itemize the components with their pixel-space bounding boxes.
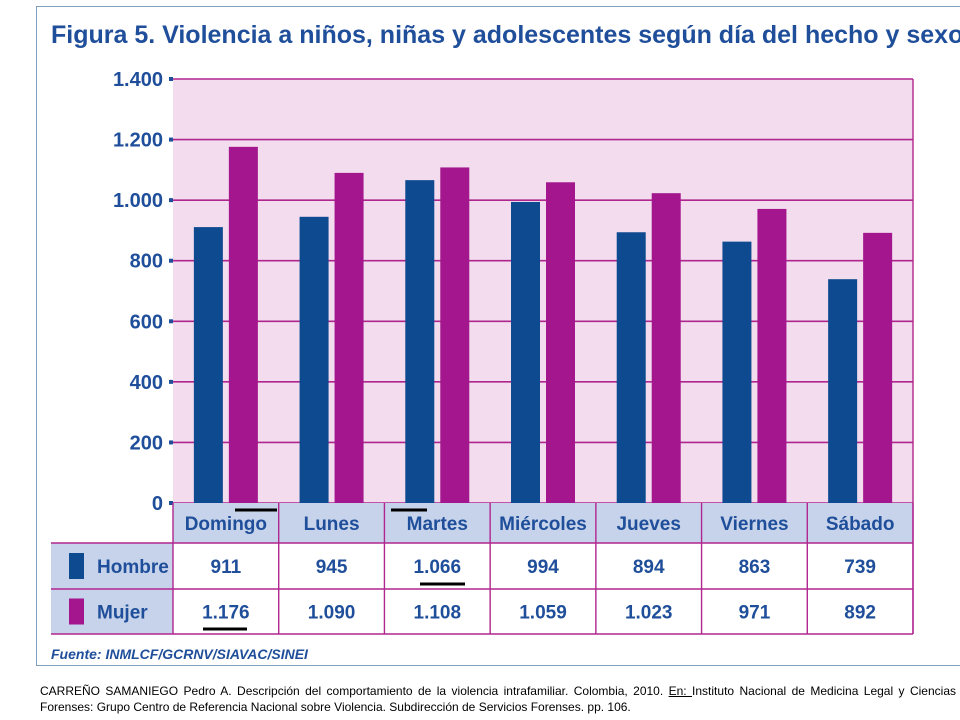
data-label-hombre: 911 <box>211 557 242 578</box>
y-tick-label: 800 <box>130 251 163 273</box>
y-tick-mark <box>169 77 173 81</box>
bar-hombre-6 <box>828 279 858 503</box>
bar-hombre-2 <box>405 180 435 503</box>
x-category-label: Miércoles <box>499 514 587 535</box>
data-table: Domingo Lunes Martes Miércoles Jueves Viernes… <box>51 79 914 635</box>
data-label-mujer: 1.108 <box>414 603 462 624</box>
x-category-label: Lunes <box>304 514 360 535</box>
y-tick-mark <box>169 440 173 445</box>
legend-swatch-mujer <box>69 598 84 625</box>
data-label-mujer: 1.023 <box>625 603 673 624</box>
chart-title: Figura 5. Violencia a niños, niñas y ado… <box>51 21 960 49</box>
data-label-mujer: 1.090 <box>308 603 356 624</box>
caption-text-2: Instituto Nacional de Medicina Legal y C… <box>40 684 956 714</box>
data-label-mujer: 971 <box>739 603 771 624</box>
gridlines <box>173 78 913 504</box>
y-tick-mark <box>169 198 173 203</box>
bar-hombre-1 <box>299 216 329 504</box>
category-band <box>173 503 913 543</box>
bar-mujer-0 <box>228 146 258 503</box>
chart-source: Fuente: INMLCF/GCRNV/SIAVAC/SINEI <box>51 646 309 662</box>
bar-mujer-6 <box>863 232 893 503</box>
caption-underlined: En: <box>668 684 693 698</box>
citation-caption: CARREÑO SAMANIEGO Pedro A. Descripción d… <box>40 683 956 715</box>
x-category-label: Jueves <box>616 514 680 535</box>
legend-label-mujer: Mujer <box>97 603 148 624</box>
bar-hombre-5 <box>722 241 752 504</box>
x-category-label: Viernes <box>720 514 788 535</box>
y-tick-label: 1.200 <box>113 130 163 152</box>
plot-background <box>173 79 913 503</box>
data-label-mujer: 1.059 <box>519 603 567 624</box>
y-tick-mark <box>169 379 173 384</box>
bar-hombre-4 <box>616 232 646 503</box>
bar-hombre-3 <box>511 201 540 503</box>
data-label-hombre: 863 <box>739 557 771 578</box>
data-label-hombre: 894 <box>633 557 665 578</box>
y-tick-label: 200 <box>130 432 163 454</box>
bar-mujer-2 <box>440 167 470 504</box>
x-category-label: Sábado <box>826 514 895 535</box>
y-axis: 0 200 400 600 800 1.000 1.200 1.400 <box>113 69 173 515</box>
x-category-label: Martes <box>407 514 468 535</box>
data-label-hombre: 1.066 <box>414 557 462 578</box>
data-label-mujer: 892 <box>844 603 876 624</box>
data-label-hombre: 945 <box>316 557 348 578</box>
y-tick-label: 1.000 <box>113 190 163 212</box>
data-label-hombre: 739 <box>844 557 876 578</box>
x-category-label: Domingo <box>185 514 267 535</box>
y-tick-mark <box>169 137 173 142</box>
legend-label-hombre: Hombre <box>97 557 169 578</box>
y-tick-label: 400 <box>130 372 163 394</box>
y-tick-mark <box>169 319 173 324</box>
bar-mujer-1 <box>334 172 364 503</box>
bars <box>193 146 893 504</box>
y-tick-label: 600 <box>130 311 163 333</box>
bar-chart: Figura 5. Violencia a niños, niñas y ado… <box>51 21 960 662</box>
bar-hombre-0 <box>193 227 223 503</box>
figure-frame: Figura 5. Violencia a niños, niñas y ado… <box>36 6 960 666</box>
bar-mujer-3 <box>546 182 575 503</box>
y-tick-label: 1.400 <box>113 69 163 91</box>
y-tick-mark <box>169 258 173 263</box>
highlight-marks <box>201 506 467 633</box>
legend-swatch-hombre <box>69 553 84 579</box>
y-tick-label: 0 <box>152 493 163 515</box>
y-tick-mark <box>169 501 173 505</box>
bar-mujer-4 <box>651 193 681 504</box>
data-label-mujer: 1.176 <box>202 603 250 624</box>
bar-mujer-5 <box>757 208 787 503</box>
data-label-hombre: 994 <box>527 557 559 578</box>
caption-text-1: CARREÑO SAMANIEGO Pedro A. Descripción d… <box>40 684 669 698</box>
